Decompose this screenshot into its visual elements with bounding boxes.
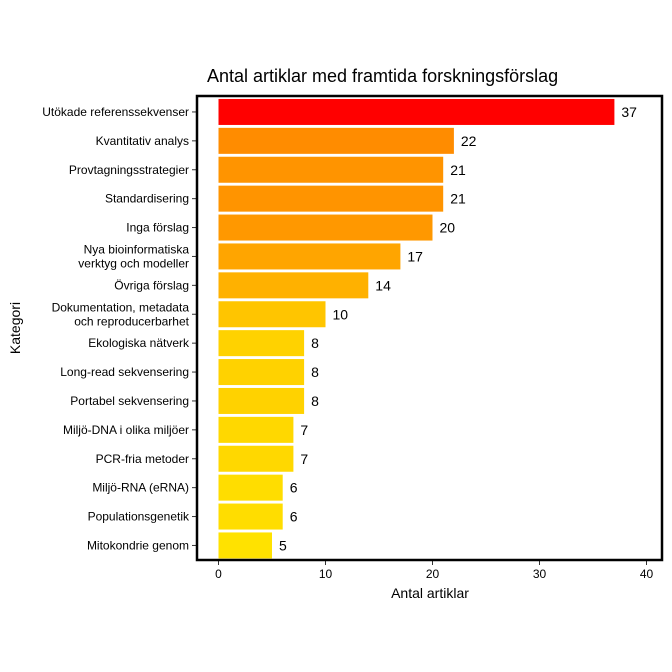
x-tick-label: 30 [533, 567, 547, 581]
bar-value-label: 21 [450, 162, 466, 178]
bar [218, 243, 401, 270]
bar-value-label: 7 [300, 451, 308, 467]
bar [218, 503, 283, 530]
category-label: Dokumentation, metadata och reproducerbar… [52, 300, 190, 328]
category-label: PCR-fria metoder [96, 452, 189, 466]
x-tick-label: 0 [215, 567, 222, 581]
bar [218, 474, 283, 501]
bar-value-label: 8 [311, 393, 319, 409]
category-label: Long-read sekvensering [60, 365, 189, 379]
bar [218, 156, 444, 183]
bar [218, 416, 294, 443]
bar [218, 301, 326, 328]
category-label: Miljö-RNA (eRNA) [92, 481, 189, 495]
bar [218, 445, 294, 472]
bar-value-label: 7 [300, 422, 308, 438]
bar [218, 359, 305, 386]
category-label: Provtagningsstrategier [69, 163, 189, 177]
chart-title: Antal artiklar med framtida forskningsfö… [207, 66, 558, 86]
bar [218, 272, 369, 299]
bar-value-label: 22 [461, 133, 477, 149]
x-axis-title: Antal artiklar [391, 585, 469, 601]
category-label: Miljö-DNA i olika miljöer [63, 423, 189, 437]
bar-value-label: 14 [375, 277, 391, 293]
bar-value-label: 5 [279, 537, 287, 553]
category-label: Standardisering [105, 192, 189, 206]
x-tick-label: 40 [640, 567, 654, 581]
bar [218, 127, 454, 154]
bar [218, 98, 615, 125]
category-label: Nya bioinformatiska verktyg och modeller [78, 242, 189, 270]
bar-value-label: 21 [450, 191, 466, 207]
x-tick-label: 10 [319, 567, 333, 581]
bar-value-label: 17 [407, 248, 423, 264]
bar [218, 214, 433, 241]
bar [218, 185, 444, 212]
category-label: Ekologiska nätverk [88, 336, 190, 350]
bar-value-label: 8 [311, 335, 319, 351]
category-label: Övriga förslag [114, 278, 189, 292]
bar [218, 330, 305, 357]
category-label: Inga förslag [126, 221, 189, 235]
x-ticks-group: 0 10 20 30 40 [215, 561, 653, 581]
bar [218, 387, 305, 414]
bar [218, 532, 272, 559]
bar-value-label: 6 [290, 509, 298, 525]
x-tick-label: 20 [426, 567, 440, 581]
bar-value-label: 20 [440, 220, 456, 236]
category-label: Portabel sekvensering [70, 394, 189, 408]
bar-value-label: 8 [311, 364, 319, 380]
y-axis-title: Kategori [7, 302, 23, 354]
bar-value-label: 10 [333, 306, 349, 322]
category-label: Kvantitativ analys [96, 134, 189, 148]
category-label: Mitokondrie genom [87, 538, 189, 552]
plot-panel-border [195, 94, 664, 562]
category-labels-group: Utökade referenssekvenser Kvantitativ ana… [42, 105, 190, 553]
category-label: Populationsgenetik [88, 510, 190, 524]
bar-value-label: 37 [621, 104, 637, 120]
bar-value-label: 6 [290, 480, 298, 496]
category-label: Utökade referenssekvenser [42, 105, 189, 119]
y-ticks-group [192, 111, 196, 546]
bars-group [218, 98, 615, 559]
